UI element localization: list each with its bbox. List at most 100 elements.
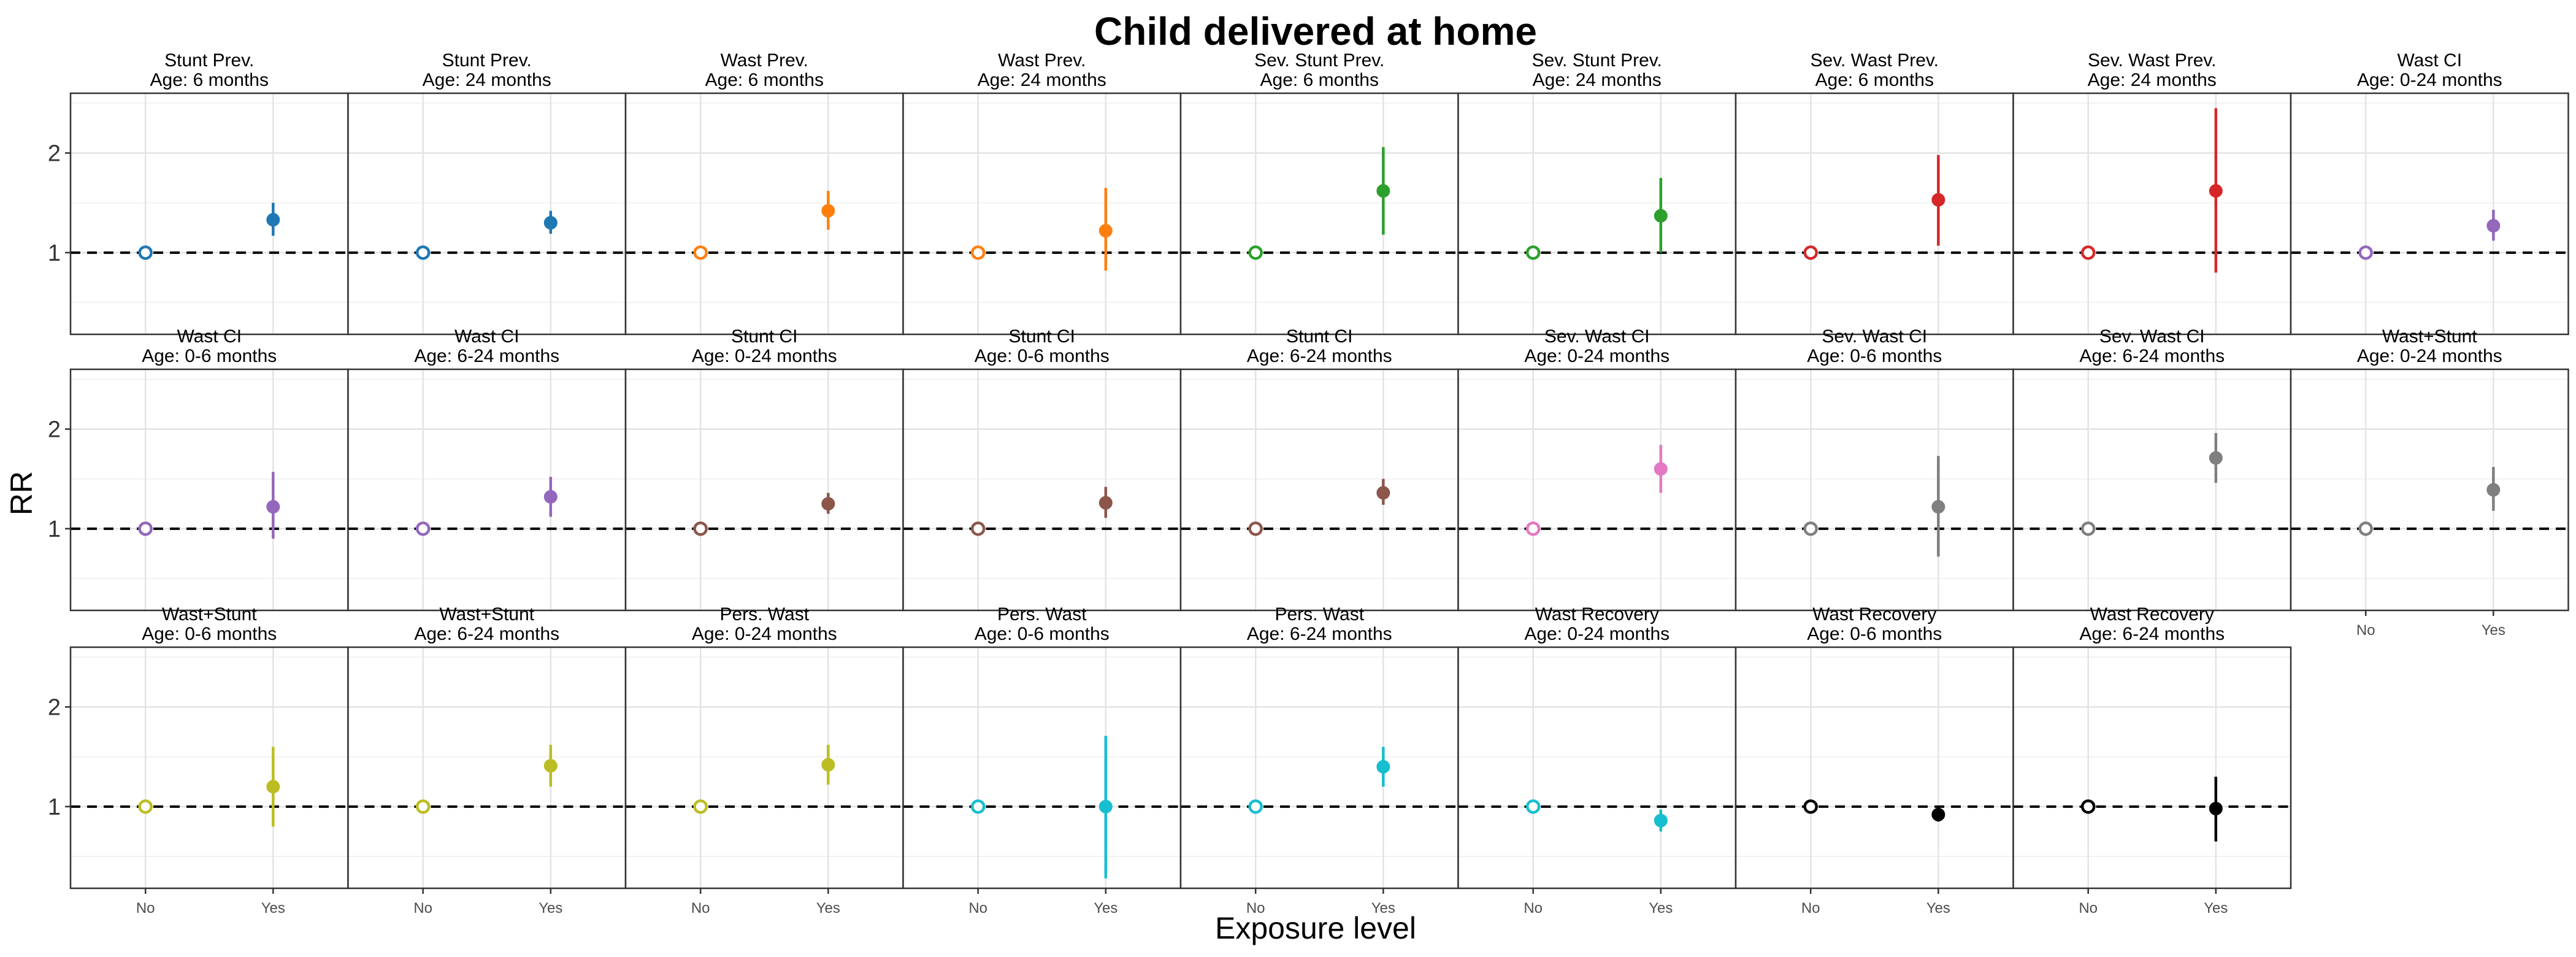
panel-title-line2: Age: 24 months — [423, 70, 551, 90]
panel-title-line1: Stunt CI — [1009, 326, 1075, 347]
panel-title-line1: Sev. Wast CI — [1544, 326, 1650, 347]
x-axis-label: Exposure level — [1215, 911, 1416, 945]
panel-title-line1: Wast+Stunt — [439, 604, 534, 625]
point-no — [970, 521, 986, 536]
point-no — [1803, 245, 1818, 260]
panel-background — [348, 647, 626, 888]
point-no — [1525, 245, 1541, 260]
panel-background — [626, 647, 903, 888]
point-no — [970, 245, 986, 260]
x-tick-label: No — [1524, 900, 1543, 917]
y-axis-label: RR — [4, 471, 39, 515]
x-tick-label: No — [691, 900, 710, 917]
y-tick-label: 2 — [48, 140, 61, 166]
panel-background — [1458, 369, 1736, 610]
panel-background — [71, 647, 348, 888]
point-yes — [1931, 500, 1945, 514]
panel: Stunt Prev.Age: 24 months — [347, 50, 627, 336]
panel-background — [903, 369, 1181, 610]
panel-title-line2: Age: 6 months — [705, 70, 824, 90]
panel-border — [2290, 92, 2569, 336]
x-tick-label: No — [136, 900, 155, 917]
panel-title-line1: Wast+Stunt — [2382, 326, 2477, 347]
point-yes — [821, 497, 835, 511]
panel-background — [1736, 369, 2014, 610]
panel-title-line1: Sev. Wast Prev. — [1811, 50, 1939, 71]
point-yes — [543, 759, 558, 773]
panel-title-line1: Sev. Wast Prev. — [2088, 50, 2217, 71]
panel-background — [1181, 93, 1459, 334]
point-no — [693, 521, 708, 536]
x-tick-label: No — [413, 900, 432, 917]
point-no — [2358, 245, 2373, 260]
point-no — [415, 799, 431, 814]
x-tick-label: Yes — [1649, 900, 1673, 917]
panel-title-line2: Age: 0-24 months — [2357, 70, 2502, 90]
panel-title-line1: Wast+Stunt — [162, 604, 257, 625]
panel-background — [1181, 647, 1459, 888]
panel-title-line2: Age: 24 months — [978, 70, 1106, 90]
panel: Sev. Wast Prev.Age: 24 months — [2012, 50, 2292, 336]
point-yes — [1376, 759, 1390, 774]
point-no — [1525, 799, 1541, 814]
point-yes — [1654, 462, 1668, 476]
panel-title-line1: Wast CI — [2397, 50, 2462, 71]
point-no — [1803, 521, 1818, 536]
panel-background — [1458, 647, 1736, 888]
panel-background — [2013, 647, 2291, 888]
panel-background — [71, 93, 348, 334]
panel-title-line2: Age: 0-24 months — [692, 624, 837, 644]
point-no — [1248, 799, 1263, 814]
point-yes — [2209, 451, 2223, 465]
panel-title-line1: Wast CI — [454, 326, 519, 347]
panel-background — [1181, 369, 1459, 610]
panel-title-line1: Sev. Stunt Prev. — [1532, 50, 1662, 71]
panel-title-line2: Age: 0-6 months — [975, 346, 1110, 366]
panel-background — [1458, 93, 1736, 334]
point-no — [2080, 521, 2096, 536]
panel-title-line2: Age: 0-24 months — [1524, 624, 1669, 644]
point-yes — [1098, 224, 1113, 238]
panel-title-line1: Stunt Prev. — [164, 50, 254, 71]
panel-title-line2: Age: 6-24 months — [2079, 624, 2225, 644]
panel: Wast Prev.Age: 24 months — [902, 50, 1182, 336]
panel-title-line1: Wast Recovery — [2090, 604, 2214, 625]
panel-title-line1: Stunt CI — [731, 326, 797, 347]
panel-title-line2: Age: 6 months — [1260, 70, 1379, 90]
point-yes — [821, 758, 835, 772]
x-tick-label: Yes — [2482, 622, 2505, 639]
x-tick-label: Yes — [1926, 900, 1950, 917]
x-tick-label: Yes — [2204, 900, 2228, 917]
point-no — [693, 799, 708, 814]
point-no — [970, 799, 986, 814]
point-yes — [1376, 184, 1390, 198]
point-no — [2080, 245, 2096, 260]
panel-title-line1: Pers. Wast — [1275, 604, 1364, 625]
panel-title-line1: Sev. Stunt Prev. — [1254, 50, 1384, 71]
panel-title-line2: Age: 6-24 months — [2079, 346, 2225, 366]
panel-title-line2: Age: 6-24 months — [1247, 624, 1392, 644]
panel-background — [2013, 369, 2291, 610]
panel-title-line2: Age: 6-24 months — [414, 346, 559, 366]
panel-title-line1: Stunt CI — [1286, 326, 1352, 347]
panel-title-line1: Sev. Wast CI — [1822, 326, 1927, 347]
y-tick-label: 2 — [48, 694, 61, 720]
panel-title-line2: Age: 0-24 months — [1524, 346, 1669, 366]
panel-background — [2291, 93, 2569, 334]
x-tick-label: No — [2356, 622, 2375, 639]
point-yes — [1654, 209, 1668, 223]
panel-title-line2: Age: 0-6 months — [975, 624, 1110, 644]
panel-title-line2: Age: 6 months — [150, 70, 269, 90]
panel-background — [348, 369, 626, 610]
panel-title-line2: Age: 24 months — [2088, 70, 2217, 90]
point-yes — [1098, 799, 1113, 813]
x-tick-label: No — [1246, 900, 1265, 917]
